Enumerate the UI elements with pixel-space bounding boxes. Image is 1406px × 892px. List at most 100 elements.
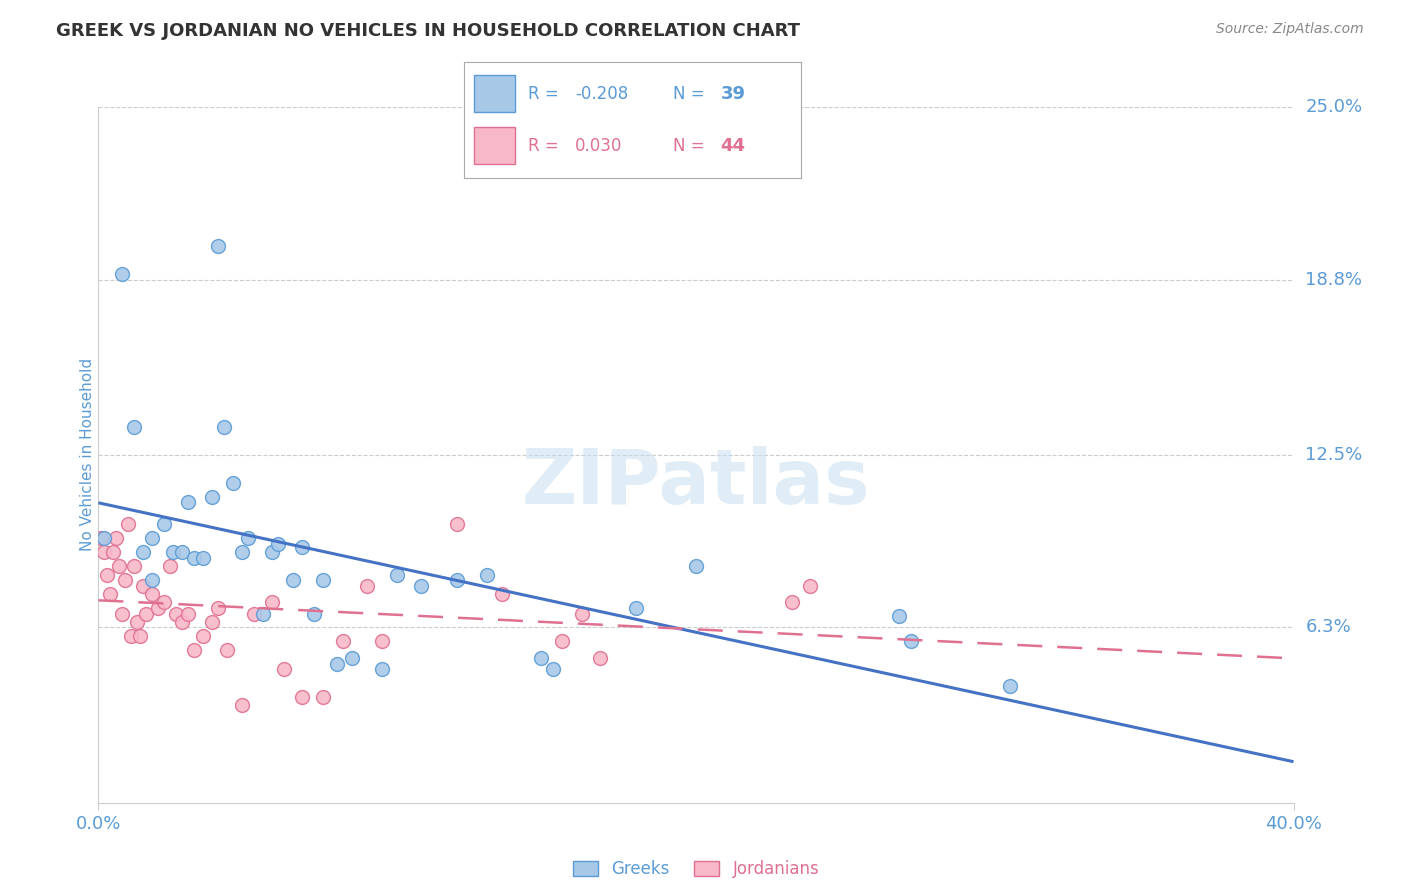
Text: 0.030: 0.030 — [575, 137, 623, 155]
Point — [177, 607, 200, 621]
Point — [191, 629, 214, 643]
Point — [900, 634, 922, 648]
Point — [141, 573, 163, 587]
Point — [111, 267, 134, 281]
Point — [117, 517, 139, 532]
Point — [571, 607, 593, 621]
Point — [124, 420, 146, 434]
Point — [385, 567, 409, 582]
Bar — [474, 128, 515, 164]
Point — [326, 657, 349, 671]
Point — [132, 579, 155, 593]
Text: 18.8%: 18.8% — [1305, 270, 1362, 289]
Point — [135, 607, 157, 621]
Point — [290, 540, 312, 554]
Point — [541, 662, 564, 676]
Point — [129, 629, 152, 643]
Point — [624, 601, 647, 615]
Point — [243, 607, 266, 621]
Point — [120, 629, 142, 643]
Point — [114, 573, 136, 587]
Point — [550, 634, 572, 648]
Point — [252, 607, 274, 621]
Text: N =: N = — [673, 137, 710, 155]
Point — [475, 567, 498, 582]
Legend: Greeks, Jordanians: Greeks, Jordanians — [565, 854, 827, 885]
Point — [98, 587, 122, 601]
Point — [302, 607, 325, 621]
Point — [141, 532, 163, 546]
Text: N =: N = — [673, 85, 710, 103]
Bar — [474, 75, 515, 112]
Point — [172, 545, 194, 559]
Point — [212, 420, 235, 434]
Point — [172, 615, 194, 629]
Text: ZIPatlas: ZIPatlas — [522, 446, 870, 520]
Point — [273, 662, 295, 676]
Point — [311, 690, 333, 704]
Point — [998, 679, 1021, 693]
Point — [231, 545, 253, 559]
Point — [281, 573, 304, 587]
Point — [780, 595, 803, 609]
Point — [371, 662, 394, 676]
Point — [162, 545, 184, 559]
Point — [183, 550, 205, 565]
Point — [177, 495, 200, 509]
Point — [332, 634, 354, 648]
Point — [105, 532, 128, 546]
Point — [93, 545, 115, 559]
Point — [103, 545, 125, 559]
Text: R =: R = — [529, 137, 569, 155]
Point — [153, 595, 176, 609]
Point — [153, 517, 176, 532]
Point — [215, 642, 238, 657]
Point — [207, 601, 229, 615]
Text: 44: 44 — [720, 137, 745, 155]
Point — [207, 239, 229, 253]
Point — [231, 698, 253, 713]
Text: 12.5%: 12.5% — [1305, 446, 1362, 464]
Text: 25.0%: 25.0% — [1305, 98, 1362, 116]
Point — [183, 642, 205, 657]
Point — [201, 615, 224, 629]
Point — [93, 532, 115, 546]
Text: 6.3%: 6.3% — [1305, 618, 1351, 637]
Point — [127, 615, 149, 629]
Y-axis label: No Vehicles in Household: No Vehicles in Household — [80, 359, 94, 551]
Point — [90, 532, 112, 546]
Point — [411, 579, 433, 593]
Point — [799, 579, 821, 593]
Point — [108, 559, 131, 574]
Text: Source: ZipAtlas.com: Source: ZipAtlas.com — [1216, 22, 1364, 37]
Point — [529, 651, 551, 665]
Point — [889, 609, 911, 624]
Point — [260, 595, 283, 609]
Text: GREEK VS JORDANIAN NO VEHICLES IN HOUSEHOLD CORRELATION CHART: GREEK VS JORDANIAN NO VEHICLES IN HOUSEH… — [56, 22, 800, 40]
Point — [201, 490, 224, 504]
Point — [356, 579, 378, 593]
Point — [191, 550, 214, 565]
Point — [141, 587, 163, 601]
Point — [96, 567, 118, 582]
Point — [589, 651, 612, 665]
Point — [342, 651, 364, 665]
Point — [260, 545, 283, 559]
Point — [148, 601, 170, 615]
Point — [446, 573, 468, 587]
Point — [165, 607, 187, 621]
Point — [311, 573, 333, 587]
Text: R =: R = — [529, 85, 564, 103]
Point — [446, 517, 468, 532]
Point — [290, 690, 312, 704]
Point — [124, 559, 146, 574]
Point — [267, 537, 290, 551]
Text: 39: 39 — [720, 85, 745, 103]
Point — [222, 475, 245, 490]
Point — [236, 532, 259, 546]
Point — [132, 545, 155, 559]
Point — [159, 559, 181, 574]
Point — [685, 559, 707, 574]
Text: -0.208: -0.208 — [575, 85, 628, 103]
Point — [491, 587, 513, 601]
